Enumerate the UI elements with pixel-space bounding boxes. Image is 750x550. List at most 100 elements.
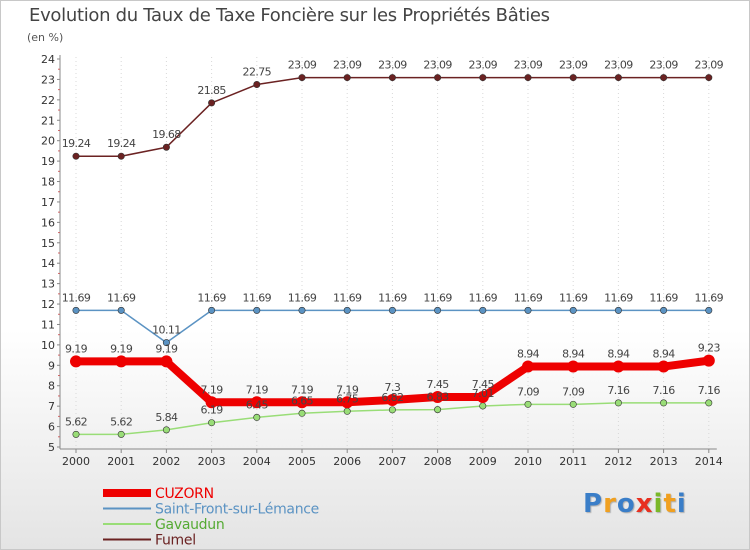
data-label: 19.68 (152, 128, 181, 141)
data-point (614, 399, 622, 407)
data-point (72, 430, 80, 438)
data-label: 23.09 (559, 59, 588, 72)
data-point (117, 152, 125, 160)
data-label: 23.09 (604, 59, 633, 72)
x-tick-label: 2010 (514, 455, 542, 468)
data-label: 6.83 (427, 391, 450, 404)
data-label: 5.62 (110, 415, 132, 428)
logo-letter: i (676, 489, 687, 519)
data-label: 7.09 (562, 385, 585, 398)
data-label: 9.19 (110, 342, 133, 355)
data-label: 23.09 (378, 59, 407, 72)
y-tick-label: 16 (41, 216, 55, 229)
logo-letter: t (663, 489, 677, 519)
data-label: 11.69 (559, 291, 588, 304)
data-label: 6.82 (381, 391, 403, 404)
data-point (253, 306, 261, 314)
chart-title: Evolution du Taux de Taxe Foncière sur l… (29, 5, 550, 26)
data-label: 11.69 (423, 291, 452, 304)
data-label: 11.69 (243, 291, 272, 304)
data-point (479, 74, 487, 82)
data-point (205, 396, 218, 409)
y-tick-label: 15 (41, 237, 55, 250)
data-point (479, 306, 487, 314)
data-label: 11.69 (695, 291, 724, 304)
x-tick-label: 2008 (424, 455, 452, 468)
legend-label: Gavaudun (155, 517, 224, 533)
data-point (524, 400, 532, 408)
legend-label: Saint-Front-sur-Lémance (155, 502, 319, 518)
data-point (476, 390, 489, 403)
x-tick-label: 2003 (198, 455, 226, 468)
data-point (524, 74, 532, 82)
data-point (115, 355, 128, 368)
y-tick-label: 13 (41, 278, 55, 291)
x-tick-label: 2012 (604, 455, 632, 468)
x-tick-label: 2001 (107, 455, 135, 468)
data-label: 11.69 (469, 291, 498, 304)
data-label: 11.69 (333, 291, 362, 304)
y-tick-label: 24 (41, 53, 55, 66)
data-label: 11.69 (604, 291, 633, 304)
data-label: 7.09 (517, 385, 540, 398)
data-label: 9.19 (155, 342, 178, 355)
data-label: 11.69 (197, 291, 226, 304)
y-tick-label: 17 (41, 196, 55, 209)
data-point (343, 407, 351, 415)
data-point (434, 306, 442, 314)
data-point (524, 306, 532, 314)
data-label: 7.19 (291, 383, 314, 396)
x-tick-label: 2013 (650, 455, 678, 468)
data-label: 23.09 (423, 59, 452, 72)
data-point (386, 394, 399, 407)
data-label: 5.84 (155, 411, 178, 424)
data-label: 7.19 (201, 383, 224, 396)
y-tick-label: 20 (41, 135, 55, 148)
data-point (72, 306, 80, 314)
y-tick-label: 18 (41, 176, 55, 189)
y-tick-label: 12 (41, 298, 55, 311)
y-tick-label: 5 (48, 441, 55, 454)
data-point (160, 355, 173, 368)
x-tick-label: 2000 (62, 455, 90, 468)
data-label: 8.94 (607, 348, 630, 361)
y-tick-label: 19 (41, 155, 55, 168)
data-point (117, 306, 125, 314)
data-label: 6.45 (246, 398, 269, 411)
data-label: 23.09 (695, 59, 724, 72)
proxiti-logo: Proxiti (583, 489, 687, 519)
data-point (253, 413, 261, 421)
data-point (208, 306, 216, 314)
data-point (431, 390, 444, 403)
data-point (479, 402, 487, 410)
data-point (388, 74, 396, 82)
data-point (208, 99, 216, 107)
logo-letter: o (616, 489, 636, 519)
data-point (660, 399, 668, 407)
x-tick-label: 2014 (695, 455, 723, 468)
y-tick-label: 21 (41, 114, 55, 127)
data-point (343, 306, 351, 314)
data-label: 23.09 (514, 59, 543, 72)
data-label: 6.75 (336, 392, 359, 405)
data-point (567, 360, 580, 373)
x-tick-label: 2011 (559, 455, 587, 468)
data-label: 23.09 (288, 59, 317, 72)
data-point (72, 152, 80, 160)
data-point (569, 400, 577, 408)
data-label: 7.19 (336, 383, 359, 396)
logo-letter: i (653, 489, 664, 519)
data-label: 5.62 (65, 415, 87, 428)
y-tick-label: 22 (41, 94, 55, 107)
data-point (296, 396, 308, 409)
x-tick-label: 2006 (333, 455, 361, 468)
data-point (250, 396, 263, 409)
data-point (162, 339, 170, 347)
data-point (569, 74, 577, 82)
logo-letter: x (635, 489, 654, 519)
data-label: 8.94 (653, 348, 676, 361)
x-tick-label: 2009 (469, 455, 497, 468)
x-tick-label: 2002 (152, 455, 180, 468)
